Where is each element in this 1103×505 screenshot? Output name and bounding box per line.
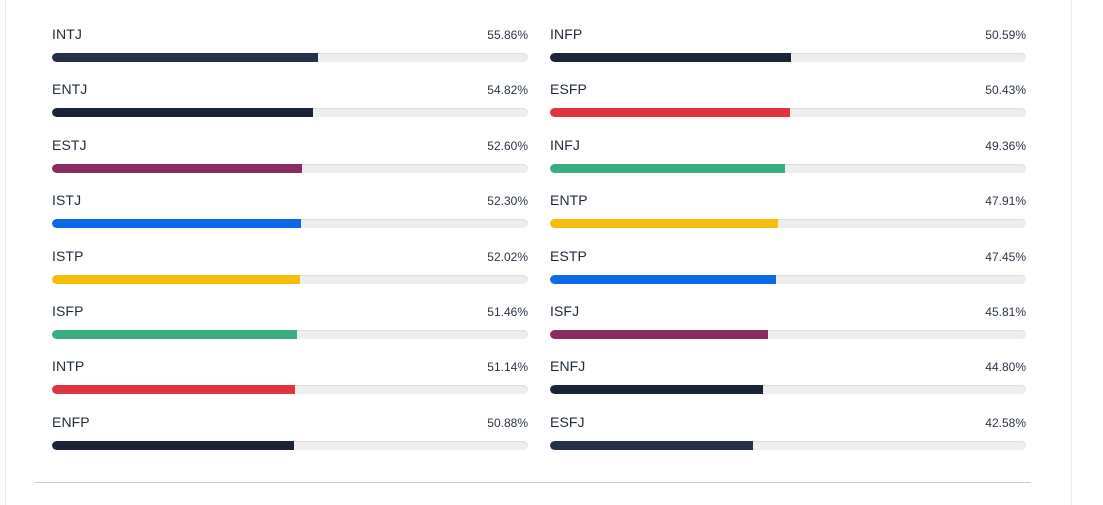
progress-fill bbox=[52, 219, 301, 229]
type-label: ISTJ bbox=[52, 192, 82, 209]
personality-type-row: ESTJ 52.60% bbox=[52, 135, 528, 190]
progress-track bbox=[52, 440, 528, 450]
percent-label: 51.46% bbox=[487, 304, 528, 319]
progress-fill bbox=[550, 385, 764, 395]
type-label: ISTP bbox=[52, 247, 84, 264]
percent-label: 50.88% bbox=[487, 415, 528, 430]
progress-track bbox=[52, 163, 528, 173]
type-label: ENTJ bbox=[52, 81, 88, 98]
results-card: INTJ 55.86% ENTJ 54.82% ESTJ 52.60% ISTJ 52.30%… bbox=[5, 0, 1072, 505]
progress-fill bbox=[52, 274, 300, 284]
progress-fill bbox=[550, 53, 791, 62]
personality-type-row: ESTP 47.45% bbox=[550, 246, 1026, 301]
personality-type-row: INFP 50.59% bbox=[550, 24, 1026, 79]
progress-fill bbox=[52, 53, 318, 62]
progress-track bbox=[550, 274, 1026, 284]
progress-fill bbox=[550, 219, 779, 229]
progress-fill bbox=[52, 329, 297, 339]
progress-track bbox=[52, 53, 528, 62]
type-label: INTP bbox=[52, 358, 85, 375]
personality-type-row: ISTP 52.02% bbox=[52, 246, 528, 301]
progress-track bbox=[550, 219, 1026, 229]
percent-label: 52.60% bbox=[487, 138, 528, 153]
personality-type-row: ESFP 50.43% bbox=[550, 79, 1026, 134]
type-label: INTJ bbox=[52, 26, 82, 42]
type-label: ESFJ bbox=[550, 413, 585, 430]
personality-type-row: ENFP 50.88% bbox=[52, 412, 528, 467]
personality-type-row: INTP 51.14% bbox=[52, 356, 528, 411]
progress-track bbox=[52, 219, 528, 229]
percent-label: 51.14% bbox=[487, 360, 528, 375]
personality-type-row: ENFJ 44.80% bbox=[550, 356, 1026, 411]
progress-fill bbox=[550, 440, 753, 450]
progress-track bbox=[52, 385, 528, 395]
personality-type-row: ESFJ 42.58% bbox=[550, 412, 1026, 467]
progress-fill bbox=[52, 163, 303, 173]
percent-label: 47.45% bbox=[985, 249, 1026, 264]
percent-label: 42.58% bbox=[985, 415, 1026, 430]
progress-fill bbox=[550, 329, 769, 339]
type-label: ENTP bbox=[550, 192, 588, 209]
progress-fill bbox=[52, 385, 296, 395]
percent-label: 55.86% bbox=[487, 28, 528, 42]
progress-track bbox=[52, 108, 528, 118]
percent-label: 54.82% bbox=[487, 83, 528, 98]
progress-fill bbox=[52, 440, 295, 450]
progress-track bbox=[52, 274, 528, 284]
personality-type-row: INTJ 55.86% bbox=[52, 24, 528, 79]
percent-label: 52.30% bbox=[487, 194, 528, 209]
percent-label: 47.91% bbox=[985, 194, 1026, 209]
progress-track bbox=[550, 163, 1026, 173]
personality-type-row: ISTJ 52.30% bbox=[52, 190, 528, 245]
progress-fill bbox=[550, 163, 785, 173]
section-divider bbox=[35, 482, 1031, 483]
progress-fill bbox=[550, 274, 776, 284]
personality-type-row: ENTJ 54.82% bbox=[52, 79, 528, 134]
type-label: INFJ bbox=[550, 136, 580, 153]
percent-label: 52.02% bbox=[487, 249, 528, 264]
personality-type-row: ENTP 47.91% bbox=[550, 190, 1026, 245]
progress-fill bbox=[52, 108, 313, 118]
progress-track bbox=[52, 329, 528, 339]
percent-label: 49.36% bbox=[985, 138, 1026, 153]
percent-label: 45.81% bbox=[985, 304, 1026, 319]
progress-track bbox=[550, 440, 1026, 450]
type-label: ESFP bbox=[550, 81, 587, 98]
progress-track bbox=[550, 385, 1026, 395]
personality-type-row: INFJ 49.36% bbox=[550, 135, 1026, 190]
right-column: INFP 50.59% ESFP 50.43% INFJ 49.36% ENTP 47.91%… bbox=[550, 24, 1026, 467]
left-column: INTJ 55.86% ENTJ 54.82% ESTJ 52.60% ISTJ 52.30%… bbox=[52, 24, 528, 467]
type-label: ENFJ bbox=[550, 358, 586, 375]
type-label: INFP bbox=[550, 26, 583, 42]
progress-track bbox=[550, 329, 1026, 339]
percent-label: 44.80% bbox=[985, 360, 1026, 375]
type-label: ESTP bbox=[550, 247, 587, 264]
type-label: ENFP bbox=[52, 413, 90, 430]
progress-track bbox=[550, 108, 1026, 118]
personality-type-row: ISFP 51.46% bbox=[52, 301, 528, 356]
personality-type-row: ISFJ 45.81% bbox=[550, 301, 1026, 356]
percent-label: 50.43% bbox=[985, 83, 1026, 98]
type-label: ESTJ bbox=[52, 136, 87, 153]
percent-label: 50.59% bbox=[985, 28, 1026, 42]
type-label: ISFP bbox=[52, 302, 84, 319]
type-label: ISFJ bbox=[550, 302, 580, 319]
progress-track bbox=[550, 53, 1026, 62]
progress-fill bbox=[550, 108, 791, 118]
